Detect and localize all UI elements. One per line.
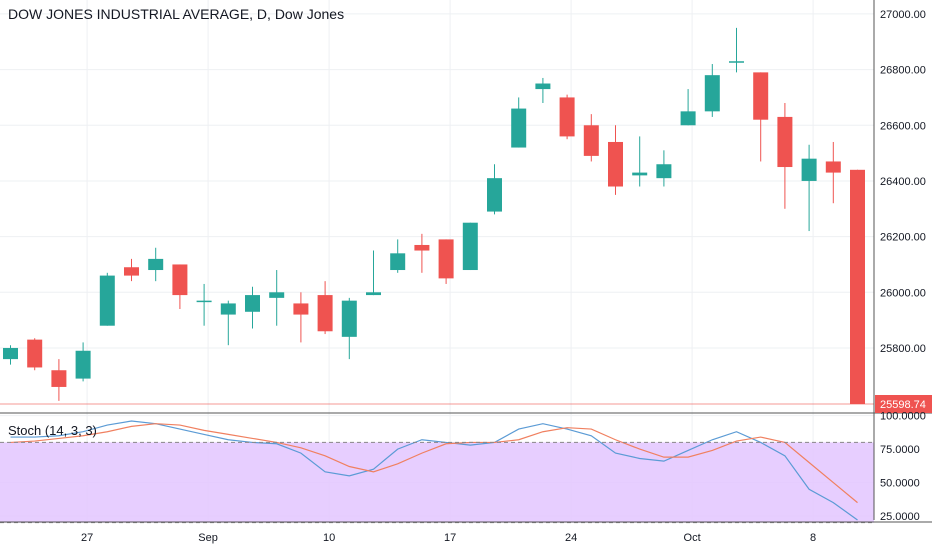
candle-up	[680, 111, 696, 126]
candlestick-series	[0, 27, 874, 405]
price-tick-label: 26600.00	[880, 120, 926, 132]
candle-down	[414, 244, 430, 251]
candle-up	[3, 347, 18, 360]
candle-up	[341, 300, 357, 337]
stoch-overbought-oversold-band	[0, 442, 874, 523]
price-tick-label: 27000.00	[880, 9, 926, 21]
candle-up	[148, 258, 164, 271]
candle-up	[729, 61, 744, 63]
candle-up	[632, 172, 648, 176]
candle-down	[293, 303, 309, 315]
price-tick-label: 26400.00	[880, 176, 926, 188]
candle-up	[366, 292, 381, 296]
candle-up	[535, 83, 551, 90]
candle-down	[825, 161, 841, 173]
stoch-tick-label: 100.0000	[880, 411, 926, 423]
candle-down	[172, 264, 188, 296]
candle-up	[704, 75, 720, 112]
candle-up	[75, 350, 91, 379]
axis-tick-labels: 25800.00 26000.00 26200.00 26400.00 26600.00…	[81, 9, 926, 544]
candle-up	[390, 253, 406, 271]
candle-down	[124, 267, 139, 276]
candle-up	[801, 158, 817, 181]
candle-down	[27, 339, 43, 368]
price-tick-label: 26800.00	[880, 65, 926, 77]
candle-up	[220, 303, 236, 315]
candle-down	[777, 116, 793, 168]
stoch-series	[10, 420, 858, 521]
time-tick-label: Sep	[198, 532, 218, 544]
time-tick-label: 24	[565, 532, 577, 544]
candle-down	[317, 295, 333, 332]
stoch-k-line	[10, 420, 858, 521]
candle-down	[753, 72, 769, 120]
stoch-tick-label: 75.0000	[880, 444, 920, 456]
time-tick-label: 27	[81, 532, 93, 544]
candle-up	[196, 300, 212, 303]
last-price-tag	[875, 394, 932, 413]
candle-up	[245, 295, 260, 312]
candle-up	[511, 108, 527, 148]
last-price-label: 25598.74	[880, 399, 926, 411]
axes: 25598.74	[0, 0, 932, 524]
candle-up	[269, 292, 285, 298]
chart-title: DOW JONES INDUSTRIAL AVERAGE, D, Dow Jon…	[8, 6, 345, 22]
time-tick-label: Oct	[684, 532, 701, 544]
price-tick-label: 25800.00	[880, 343, 926, 355]
price-tick-label: 26200.00	[880, 232, 926, 244]
candle-down	[850, 169, 865, 404]
price-tick-label: 26000.00	[880, 287, 926, 299]
time-tick-label: 10	[323, 532, 335, 544]
stoch-tick-label: 50.0000	[880, 478, 920, 490]
candle-down	[51, 370, 67, 387]
candle-down	[608, 141, 623, 187]
candle-up	[462, 222, 478, 271]
time-tick-label: 17	[444, 532, 456, 544]
candle-down	[583, 125, 599, 156]
candle-up	[656, 164, 672, 179]
candle-up	[487, 178, 502, 212]
candle-down	[438, 239, 454, 279]
stoch-tick-label: 25.0000	[880, 511, 920, 523]
candle-up	[99, 275, 115, 326]
time-tick-label: 8	[810, 532, 816, 544]
stoch-indicator-label[interactable]: Stoch (14, 3, 3)	[8, 423, 97, 438]
stoch-d-line	[10, 423, 858, 504]
candle-down	[559, 97, 575, 137]
